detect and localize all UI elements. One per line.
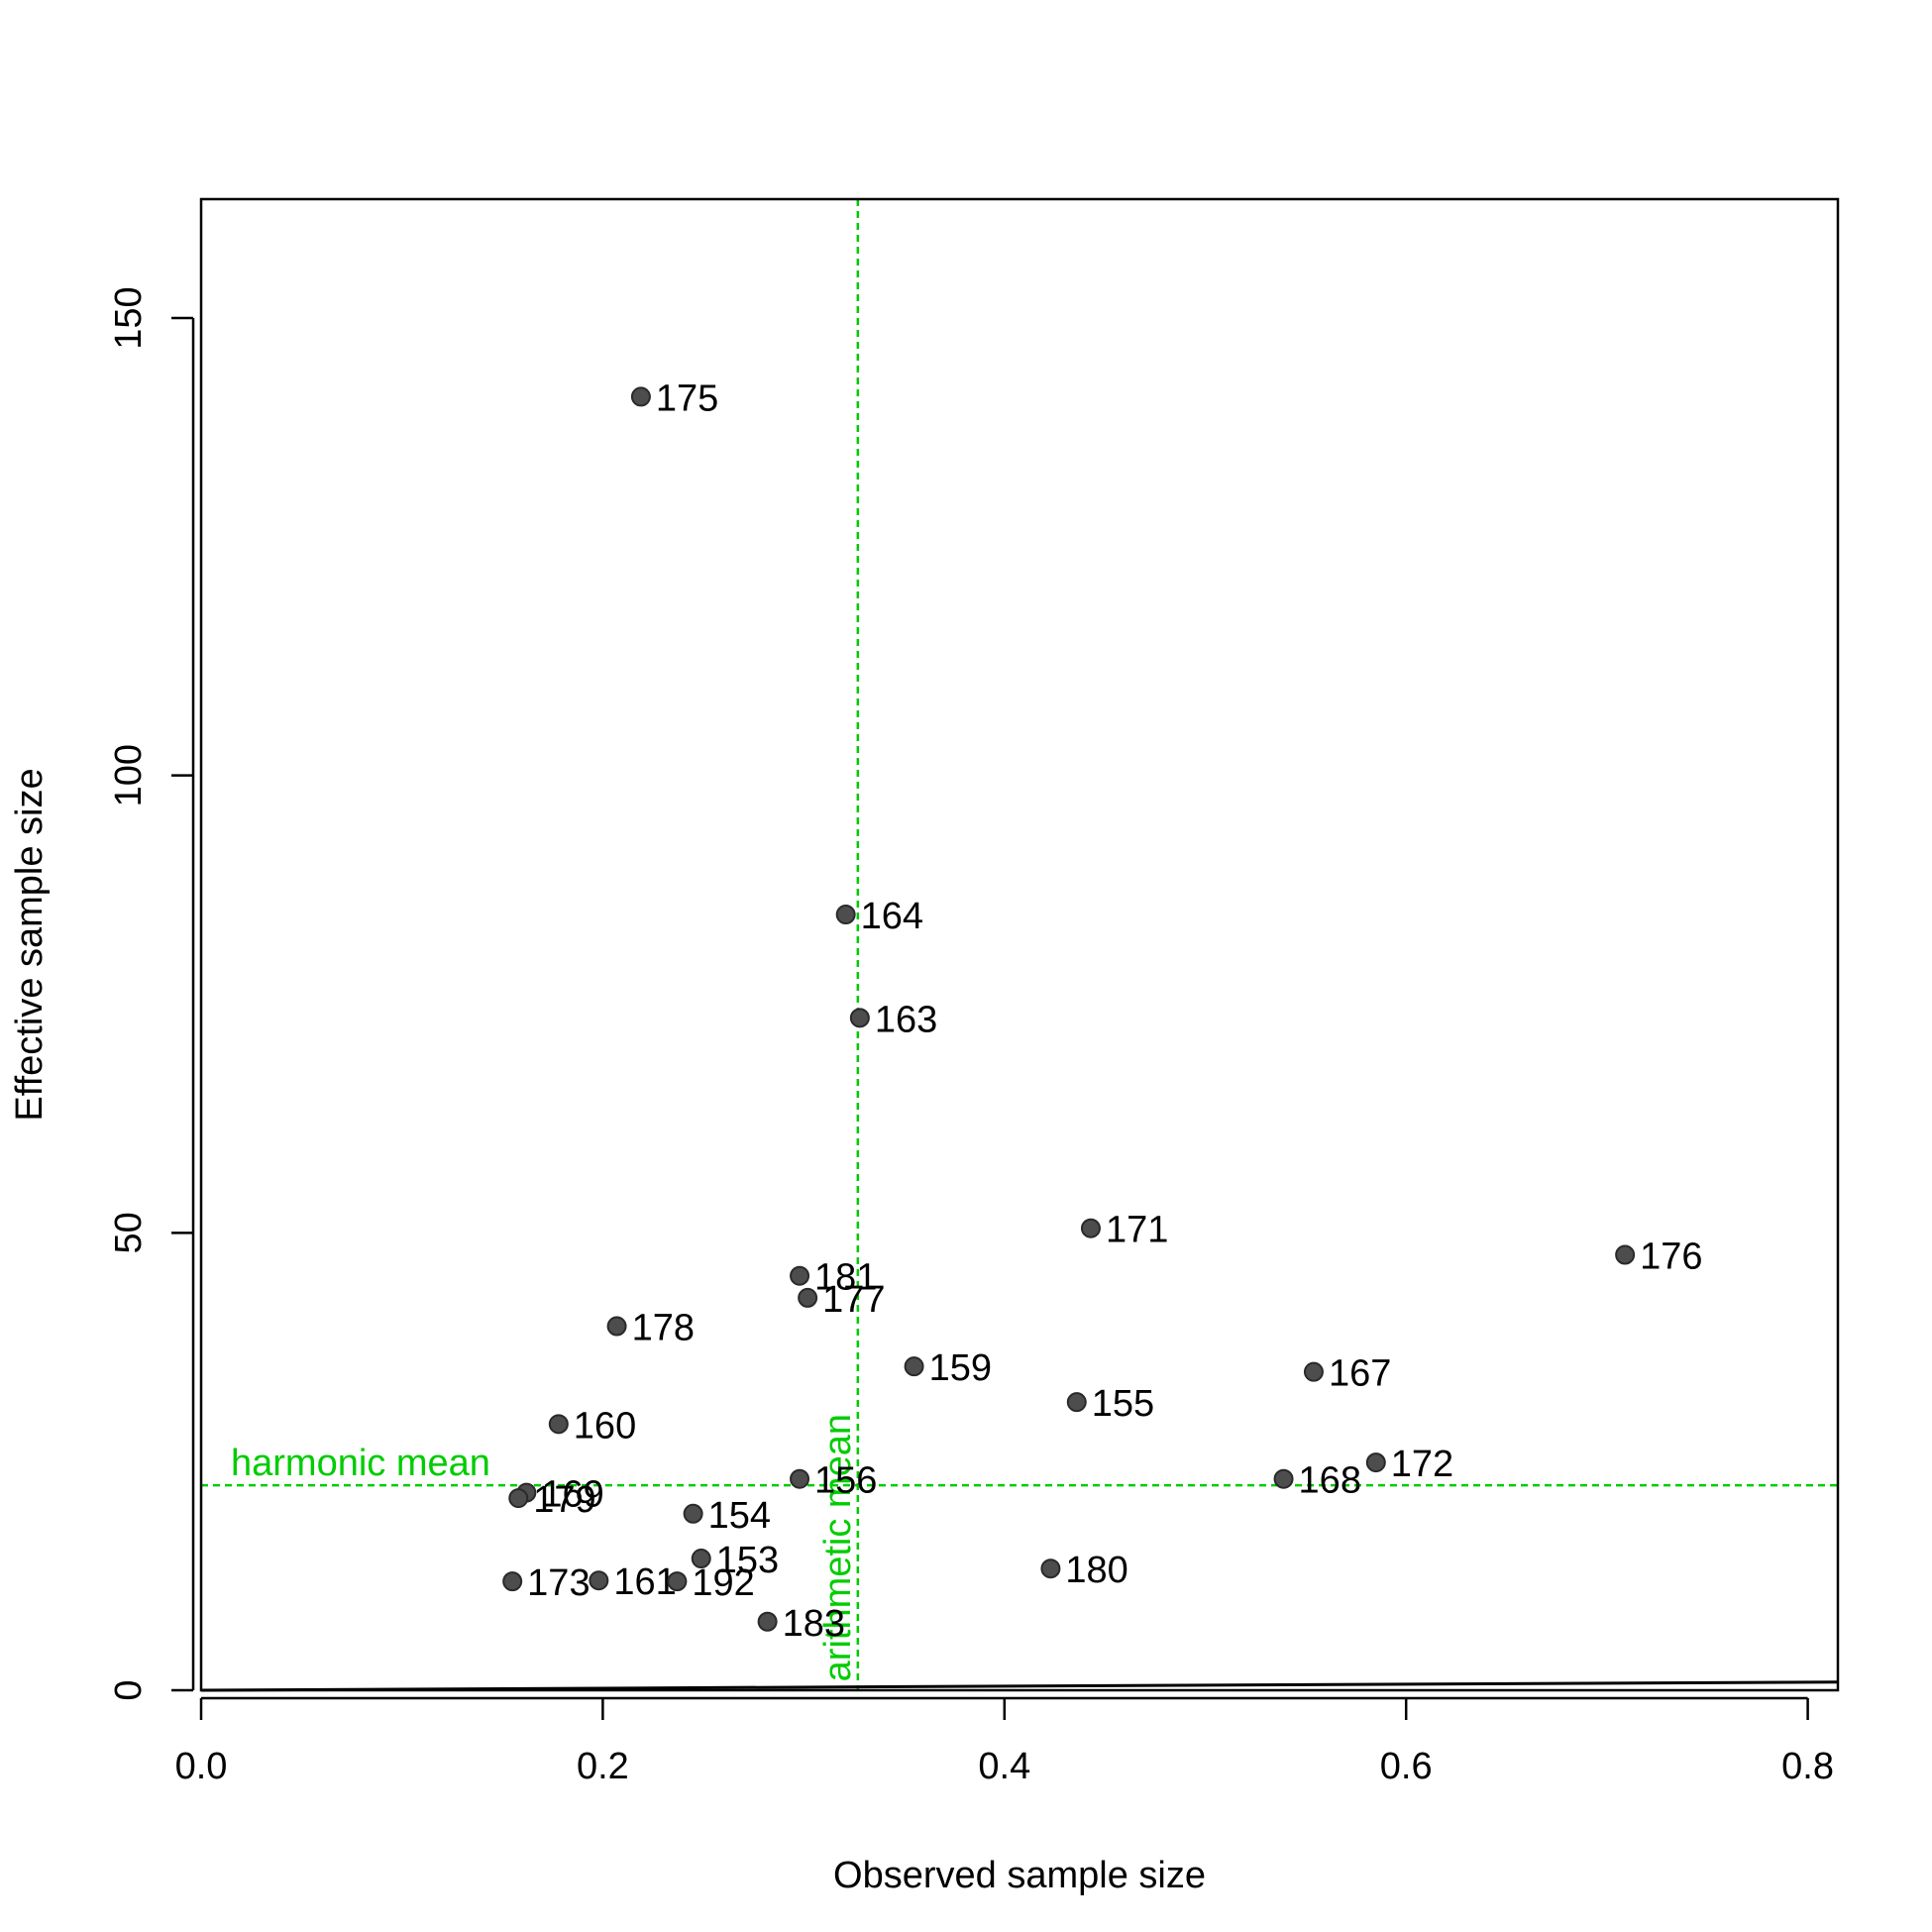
data-point xyxy=(683,1503,703,1524)
point-label: 171 xyxy=(1106,1210,1168,1251)
data-point xyxy=(790,1468,810,1489)
data-point xyxy=(849,1008,870,1028)
point-label: 163 xyxy=(875,999,937,1040)
point-label: 178 xyxy=(632,1308,695,1349)
harmonic-mean-label: harmonic mean xyxy=(231,1443,490,1484)
data-point xyxy=(1080,1218,1101,1238)
point-label: 173 xyxy=(527,1562,590,1604)
data-point xyxy=(691,1549,711,1569)
axes: 0.0 0.2 0.4 0.6 0.8 0 50 100 150 xyxy=(108,286,1834,1787)
point-label: 154 xyxy=(708,1495,771,1537)
arithmetic-mean-label: arithmetic mean xyxy=(817,1414,859,1681)
point-label: 159 xyxy=(929,1347,992,1389)
x-tick-label: 0.6 xyxy=(1380,1746,1433,1787)
point-label: 175 xyxy=(656,377,718,419)
point-label: 164 xyxy=(861,896,923,937)
y-tick-label: 100 xyxy=(108,744,150,806)
data-point xyxy=(1273,1468,1294,1489)
point-label: 161 xyxy=(613,1561,676,1603)
y-tick-label: 150 xyxy=(108,286,150,349)
x-tick-label: 0.4 xyxy=(978,1746,1030,1787)
point-label: 177 xyxy=(822,1279,885,1321)
point-label: 179 xyxy=(533,1479,595,1521)
data-point xyxy=(757,1611,778,1632)
data-point xyxy=(589,1570,609,1591)
data-point xyxy=(790,1265,810,1286)
data-point xyxy=(502,1571,523,1592)
point-label: 156 xyxy=(814,1460,877,1502)
data-point xyxy=(1365,1452,1386,1473)
point-label: 167 xyxy=(1329,1353,1391,1395)
x-tick-label: 0.0 xyxy=(175,1746,228,1787)
data-point xyxy=(798,1287,818,1308)
data-point xyxy=(904,1356,924,1377)
point-label: 180 xyxy=(1065,1550,1127,1591)
data-point xyxy=(606,1316,627,1337)
point-label: 155 xyxy=(1092,1383,1154,1425)
baseline-line xyxy=(200,1680,1839,1692)
point-label: 160 xyxy=(574,1405,636,1447)
point-label: 183 xyxy=(783,1603,845,1645)
data-point xyxy=(1303,1361,1324,1382)
point-label: 176 xyxy=(1640,1236,1702,1278)
plot-frame xyxy=(199,197,1840,1692)
data-point xyxy=(1615,1244,1636,1265)
y-tick-label: 50 xyxy=(108,1212,150,1253)
baseline xyxy=(200,1680,1839,1692)
data-point xyxy=(835,905,856,925)
data-point xyxy=(630,386,651,407)
x-tick-label: 0.8 xyxy=(1781,1746,1834,1787)
x-tick-label: 0.2 xyxy=(577,1746,629,1787)
point-label: 181 xyxy=(814,1257,877,1299)
data-point xyxy=(1066,1392,1087,1413)
data-point xyxy=(667,1571,688,1592)
data-point xyxy=(548,1414,569,1435)
data-point xyxy=(1040,1558,1061,1579)
point-label: 169 xyxy=(541,1474,603,1516)
point-label: 168 xyxy=(1299,1460,1361,1502)
data-point xyxy=(508,1488,529,1509)
point-label: 153 xyxy=(716,1540,779,1581)
x-axis-title: Observed sample size xyxy=(833,1855,1206,1896)
point-label: 172 xyxy=(1391,1444,1453,1485)
y-axis-title: Effective sample size xyxy=(9,768,51,1121)
point-label: 192 xyxy=(692,1562,754,1604)
reference-lines: arithmetic mean harmonic mean xyxy=(201,199,1838,1690)
y-tick-label: 0 xyxy=(108,1679,150,1700)
